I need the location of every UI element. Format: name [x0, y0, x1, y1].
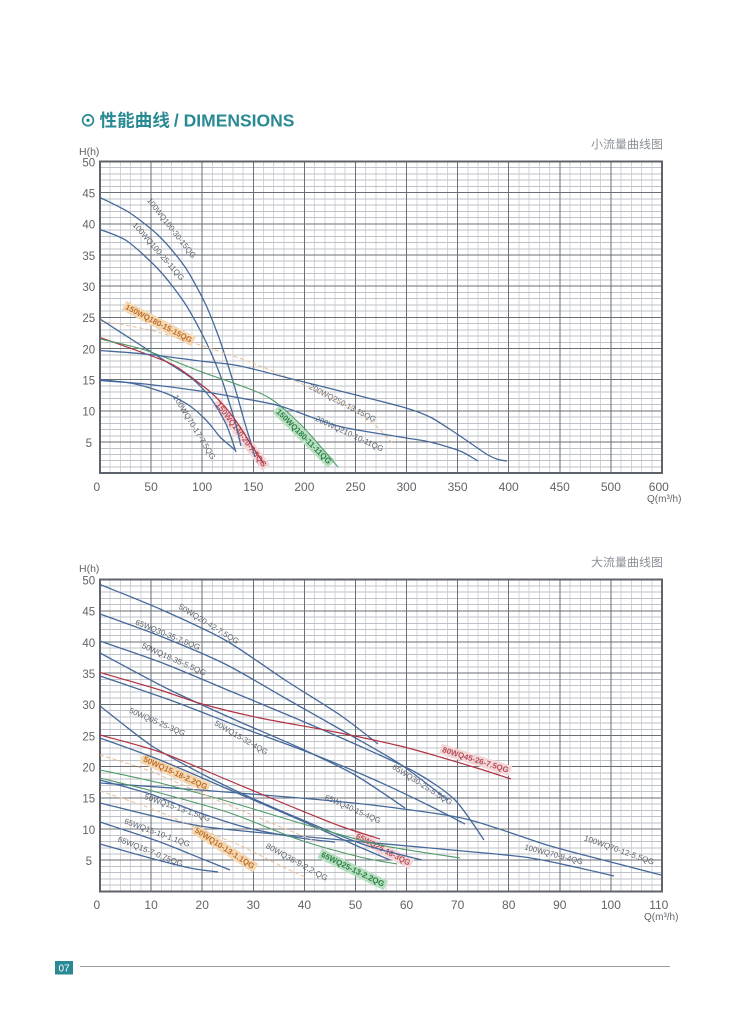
svg-text:200: 200 [294, 480, 314, 494]
svg-text:60: 60 [400, 898, 414, 912]
svg-text:600: 600 [649, 480, 669, 494]
svg-text:10: 10 [82, 825, 95, 837]
svg-text:30: 30 [82, 700, 95, 712]
svg-text:40: 40 [82, 220, 95, 232]
svg-text:50: 50 [144, 480, 158, 494]
svg-text:Q(m³/h): Q(m³/h) [647, 494, 681, 505]
svg-text:40: 40 [298, 898, 312, 912]
svg-text:450: 450 [550, 480, 570, 494]
svg-text:15: 15 [82, 376, 95, 388]
svg-text:35: 35 [82, 669, 95, 681]
svg-text:20: 20 [82, 344, 95, 356]
svg-text:500: 500 [601, 480, 621, 494]
svg-text:90: 90 [553, 898, 567, 912]
svg-text:80: 80 [502, 898, 516, 912]
svg-text:400: 400 [499, 480, 519, 494]
svg-text:100: 100 [192, 480, 212, 494]
svg-text:25: 25 [82, 313, 95, 325]
svg-text:110: 110 [649, 898, 668, 912]
svg-text:100: 100 [601, 898, 621, 912]
svg-text:0: 0 [93, 898, 100, 912]
svg-text:70: 70 [451, 898, 465, 912]
svg-text:/ DIMENSIONS: / DIMENSIONS [174, 111, 295, 131]
svg-text:Q(m³/h): Q(m³/h) [644, 912, 678, 923]
svg-text:50: 50 [349, 898, 363, 912]
svg-text:20: 20 [196, 898, 210, 912]
svg-text:300: 300 [396, 480, 416, 494]
svg-text:10: 10 [82, 407, 95, 419]
svg-text:0: 0 [93, 480, 100, 494]
svg-text:30: 30 [247, 898, 261, 912]
svg-text:50: 50 [82, 575, 95, 587]
svg-text:20: 20 [82, 763, 95, 775]
svg-text:350: 350 [448, 480, 468, 494]
svg-text:10: 10 [144, 898, 158, 912]
svg-text:150: 150 [243, 480, 263, 494]
svg-text:5: 5 [86, 856, 92, 868]
svg-text:H(h): H(h) [79, 146, 99, 158]
svg-text:25: 25 [82, 731, 95, 743]
svg-text:07: 07 [58, 964, 70, 975]
svg-text:250: 250 [345, 480, 365, 494]
svg-text:H(h): H(h) [79, 563, 99, 575]
svg-text:45: 45 [82, 189, 95, 201]
svg-text:15: 15 [82, 794, 95, 806]
svg-text:35: 35 [82, 251, 95, 263]
svg-text:45: 45 [82, 607, 95, 619]
svg-text:50: 50 [82, 157, 95, 169]
svg-text:30: 30 [82, 282, 95, 294]
svg-text:5: 5 [86, 438, 92, 450]
svg-text:40: 40 [82, 638, 95, 650]
